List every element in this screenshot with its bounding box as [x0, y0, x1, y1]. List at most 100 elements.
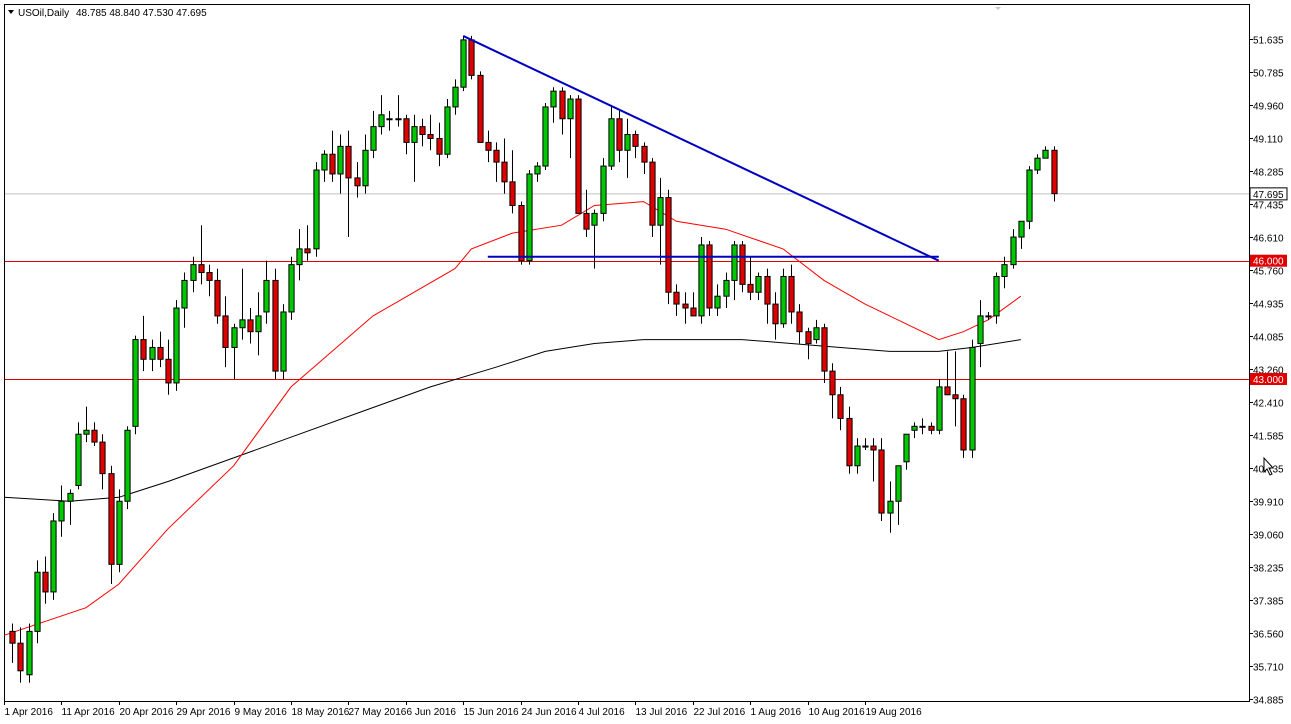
candle-82	[673, 284, 680, 316]
candle-94	[772, 292, 779, 340]
candle-body	[50, 520, 57, 593]
candle-42	[345, 130, 352, 238]
candle-85	[698, 237, 705, 324]
candle-body	[739, 244, 746, 285]
y-tick-label-8: 44.935	[1253, 300, 1284, 311]
candle-60	[493, 142, 500, 182]
price-axis[interactable]: 51.635 50.785 49.960 49.110 48.285 47.435 46.6…	[1249, 36, 1284, 707]
candle-83	[682, 292, 689, 324]
candle-body	[91, 429, 98, 443]
candle-57	[468, 35, 475, 80]
chart-header: USOil,Daily 48.785 48.840 47.530 47.695	[8, 8, 207, 19]
current-price-tag-bg	[1250, 187, 1287, 200]
y-tick-label-11: 42.410	[1253, 399, 1284, 410]
candle-49	[403, 114, 410, 155]
candle-body	[821, 327, 828, 372]
candle-body	[895, 465, 902, 502]
candle-111	[911, 422, 918, 439]
candle-body	[42, 571, 49, 593]
candle-43	[354, 162, 361, 198]
x-tick-label-9: 24 Jun 2016	[522, 707, 577, 718]
candle-body	[526, 173, 533, 262]
candle-body	[616, 118, 623, 151]
candle-body	[452, 86, 459, 108]
y-tick-label-18: 36.560	[1253, 630, 1284, 641]
candle-body	[591, 212, 598, 226]
candle-109	[895, 465, 902, 525]
candle-80	[657, 177, 664, 265]
candle-61	[501, 138, 508, 194]
candle-body	[239, 319, 246, 329]
candle-body	[698, 244, 705, 317]
candle-body	[395, 118, 402, 121]
candle-body	[649, 161, 656, 226]
candle-7	[58, 485, 65, 537]
candle-body	[157, 346, 164, 360]
candle-body	[559, 90, 566, 120]
candle-13	[108, 465, 115, 585]
current-price-tag-border	[1249, 187, 1288, 201]
time-axis[interactable]: 1 Apr 2016 11 Apr 2016 20 Apr 2016 29 Apr 2…	[4, 701, 923, 718]
y-tick-label-2: 49.960	[1253, 102, 1284, 113]
candle-body	[304, 248, 311, 254]
candle-79	[649, 158, 656, 238]
x-tick-label-13: 1 Aug 2016	[751, 707, 802, 718]
candle-108	[887, 481, 894, 533]
candle-81	[665, 189, 672, 305]
x-tick-label-7: 6 Jun 2016	[407, 707, 457, 718]
candle-11	[91, 422, 98, 447]
candle-16	[132, 335, 139, 435]
shift-marker-icon[interactable]	[995, 7, 1001, 10]
candle-3	[26, 623, 33, 683]
candle-body	[190, 264, 197, 281]
candle-103	[846, 406, 853, 474]
candle-body	[362, 149, 369, 187]
trendline-0	[462, 35, 940, 262]
candle-100	[821, 323, 828, 383]
candle-body	[1051, 149, 1058, 195]
price-tags: 46.000 43.000 47.695	[1249, 187, 1288, 386]
candle-55	[452, 79, 459, 115]
candle-21	[173, 300, 180, 391]
candle-body	[255, 315, 262, 333]
x-tick-label-11: 13 Jul 2016	[636, 707, 688, 718]
candle-body	[1010, 236, 1017, 266]
candle-body	[583, 212, 590, 230]
candle-106	[870, 438, 877, 482]
candle-63	[518, 201, 525, 265]
candle-body	[509, 181, 516, 206]
candle-123	[1010, 229, 1017, 269]
candle-72	[591, 209, 598, 269]
candle-body	[386, 118, 393, 121]
candle-body	[124, 429, 131, 502]
candle-27	[222, 296, 229, 368]
x-tick-label-5: 18 May 2016	[292, 707, 350, 718]
y-tick-label-14: 39.910	[1253, 498, 1284, 509]
trendlines	[462, 35, 940, 262]
level-tag-0-bg	[1250, 254, 1287, 267]
candle-body	[764, 275, 771, 305]
candle-body	[796, 311, 803, 333]
candle-body	[854, 445, 861, 467]
candle-14	[116, 489, 123, 573]
candle-24	[198, 225, 205, 285]
moving-averages	[3, 201, 1022, 636]
candle-body	[706, 244, 713, 309]
candle-44	[362, 134, 369, 194]
candle-50	[411, 114, 418, 182]
candle-body	[444, 106, 451, 155]
x-tick-label-10: 4 Jul 2016	[579, 707, 626, 718]
level-tag-1: 43.000	[1253, 375, 1284, 386]
y-tick-label-17: 37.385	[1253, 597, 1284, 608]
candle-body	[928, 425, 935, 431]
candlesticks	[9, 35, 1058, 683]
candle-body	[747, 283, 754, 293]
candle-body	[296, 248, 303, 266]
candle-125	[1026, 166, 1033, 230]
dropdown-triangle-icon[interactable]	[8, 10, 14, 14]
candle-body	[624, 134, 631, 151]
y-tick-label-19: 35.710	[1253, 663, 1284, 674]
